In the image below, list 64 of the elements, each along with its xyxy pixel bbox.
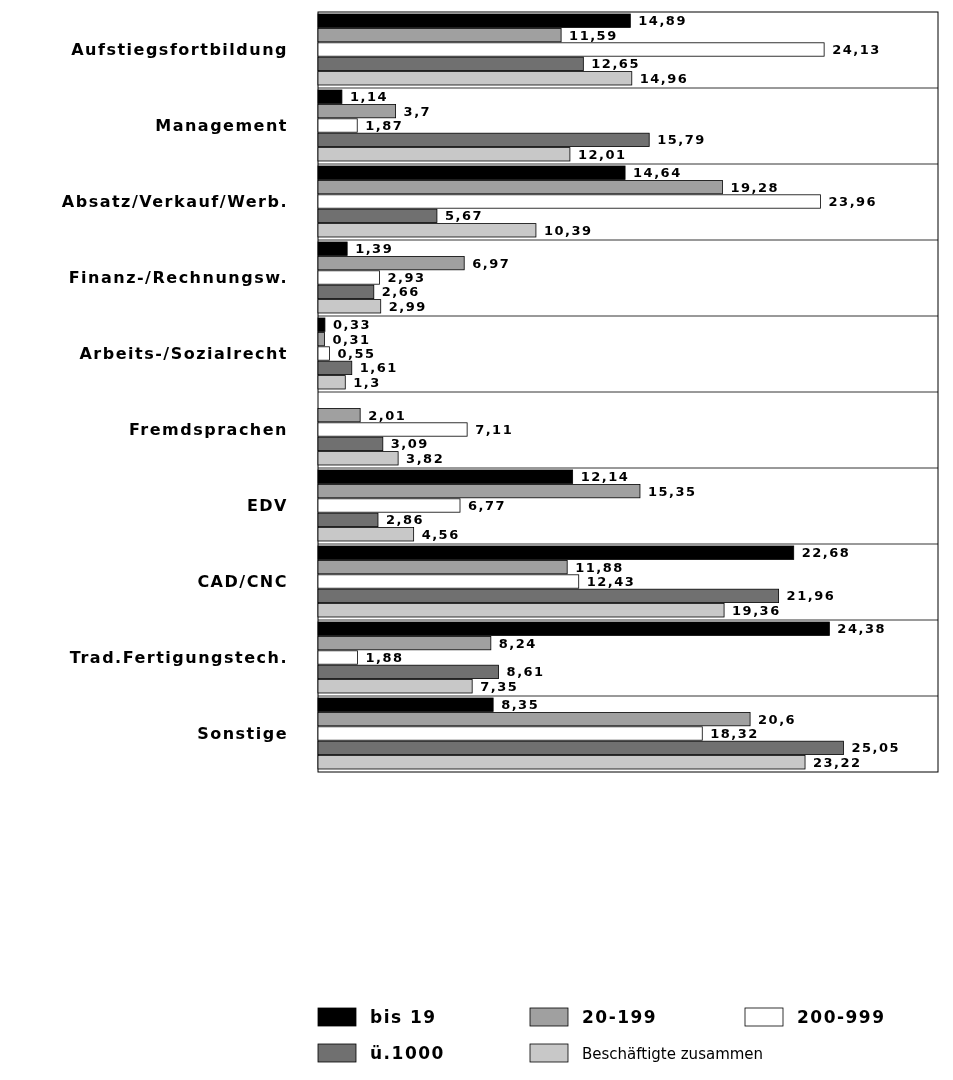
y-tick-label: Arbeits-/Sozialrecht <box>79 344 288 363</box>
data-label: 19,36 <box>732 602 781 618</box>
data-label: 8,35 <box>501 697 540 713</box>
data-label: 7,11 <box>475 422 514 437</box>
data-label: 11,88 <box>575 559 624 575</box>
data-label: 14,96 <box>639 70 689 86</box>
data-label: 3,09 <box>390 436 429 452</box>
data-label: 12,14 <box>580 469 630 485</box>
y-tick-label: Absatz/Verkauf/Werb. <box>61 192 288 211</box>
data-label: 1,87 <box>365 118 404 133</box>
data-label: 0,31 <box>332 331 371 347</box>
data-label: 23,96 <box>828 194 878 209</box>
legend-label: ü.1000 <box>370 1043 445 1063</box>
data-label: 7,35 <box>480 678 519 694</box>
data-label: 14,64 <box>633 165 682 181</box>
data-label: 24,13 <box>832 42 881 57</box>
data-label: 12,01 <box>577 146 627 162</box>
data-label: 21,96 <box>786 588 836 604</box>
legend-label: 20-199 <box>582 1007 658 1027</box>
data-label: 25,05 <box>851 740 901 756</box>
data-label: 1,61 <box>359 360 398 376</box>
data-label: 1,88 <box>365 650 404 665</box>
data-label: 3,82 <box>406 450 445 466</box>
data-label: 19,28 <box>730 179 780 195</box>
data-label: 2,86 <box>385 512 425 528</box>
y-tick-label: Fremdsprachen <box>128 420 288 439</box>
legend-label: Beschäftigte zusammen <box>582 1045 764 1063</box>
data-label: 18,32 <box>710 726 759 741</box>
y-tick-label: EDV <box>246 496 288 515</box>
data-label: 6,97 <box>472 255 511 271</box>
y-tick-label: Trad.Fertigungstech. <box>69 648 288 667</box>
data-label: 10,39 <box>543 222 593 238</box>
y-tick-label: Management <box>155 116 288 135</box>
data-label: 2,01 <box>368 407 407 423</box>
y-tick-label: CAD/CNC <box>197 572 288 591</box>
data-label: 20,6 <box>758 711 797 727</box>
data-label: 22,68 <box>801 545 851 561</box>
data-label: 11,59 <box>569 27 618 43</box>
data-label: 8,61 <box>506 664 545 680</box>
y-tick-label: Finanz-/Rechnungsw. <box>68 268 288 287</box>
data-label: 12,65 <box>591 56 640 72</box>
y-tick-label: Sonstige <box>197 724 288 743</box>
data-label: 23,22 <box>813 754 862 770</box>
data-label: 2,93 <box>387 270 426 285</box>
data-label: 15,79 <box>657 132 706 148</box>
data-label: 2,99 <box>388 298 427 314</box>
data-label: 24,38 <box>837 621 886 637</box>
data-label: 4,56 <box>421 526 460 542</box>
data-label: 15,35 <box>647 483 697 499</box>
legend-label: 200-999 <box>797 1007 886 1027</box>
data-label: 1,39 <box>355 241 394 257</box>
legend-label: bis 19 <box>370 1007 437 1027</box>
data-label: 1,14 <box>349 89 388 105</box>
data-label: 1,3 <box>353 374 381 390</box>
data-label: 0,55 <box>337 346 376 361</box>
data-label: 6,77 <box>468 498 507 513</box>
data-label: 14,89 <box>638 13 687 29</box>
data-label: 2,66 <box>381 284 420 300</box>
data-label: 12,43 <box>586 574 636 589</box>
y-tick-label: Aufstiegsfortbildung <box>71 40 288 59</box>
data-label: 8,24 <box>498 635 537 651</box>
data-label: 0,33 <box>332 317 371 333</box>
data-label: 5,67 <box>444 208 484 224</box>
data-label: 3,7 <box>403 103 432 119</box>
